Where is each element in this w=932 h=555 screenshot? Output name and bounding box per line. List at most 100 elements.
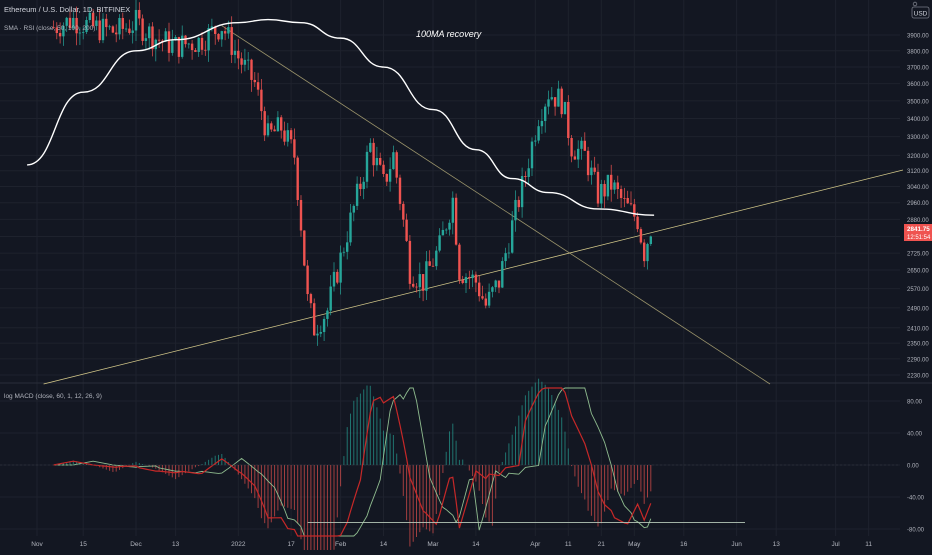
macd-tick-label: 80.00 — [907, 400, 923, 406]
falling-trendline — [221, 25, 771, 385]
candle-body — [484, 298, 487, 306]
candle-body — [329, 286, 332, 311]
candle-body — [537, 126, 540, 141]
candle-body — [590, 167, 593, 176]
candle-body — [372, 142, 375, 166]
candle-body — [616, 182, 619, 190]
candle-body — [227, 27, 230, 34]
candle-body — [266, 123, 270, 136]
candle-body — [395, 152, 398, 178]
time-tick-label: May — [628, 541, 641, 548]
candle-body — [237, 50, 240, 59]
candle-body — [398, 177, 402, 204]
candle-body — [530, 141, 534, 169]
candle-body — [273, 129, 276, 132]
price-tick-label: 3300.00 — [907, 135, 929, 141]
candle-body — [118, 18, 121, 35]
candle-body — [468, 277, 471, 279]
candle-body — [524, 176, 527, 177]
time-axis: Nov 15 Dec 13 2022 17 Feb 14 Mar 14 Apr 11 21 May 16 Ju… — [31, 541, 872, 548]
candle-body — [369, 142, 372, 152]
candle-body — [167, 31, 171, 53]
candle-body — [570, 138, 573, 157]
candle-body — [124, 28, 128, 30]
candle-body — [250, 59, 253, 80]
candle-body — [339, 252, 342, 283]
candle-body — [280, 117, 283, 131]
candle-body — [425, 261, 428, 291]
time-tick-label: Jun — [731, 541, 742, 548]
candle-body — [214, 26, 217, 34]
time-tick-label: 16 — [680, 541, 688, 548]
candle-body — [220, 31, 223, 40]
time-tick-label: 13 — [172, 541, 180, 548]
candle-body — [128, 28, 131, 33]
time-tick-label: Mar — [427, 541, 439, 548]
macd-legend[interactable]: log MACD (close, 60, 1, 12, 26, 9) — [4, 393, 102, 400]
candle-body — [200, 37, 204, 50]
candle-body — [461, 279, 464, 284]
candle-body — [511, 220, 514, 253]
candle-body — [144, 38, 148, 41]
trendlines — [43, 25, 904, 385]
candle-body — [415, 286, 418, 288]
symbol-title[interactable]: Ethereum / U.S. Dollar, 1D, BITFINEX — [4, 5, 130, 14]
candle-body — [626, 197, 629, 204]
candle-body — [217, 33, 220, 40]
candle-body — [240, 58, 243, 65]
candle-body — [194, 50, 197, 52]
candle-body — [501, 261, 504, 288]
candle-body — [451, 197, 454, 223]
candle-body — [392, 152, 395, 170]
countdown-timer: 12:51:54 — [907, 235, 931, 241]
candle-body — [619, 189, 623, 198]
candle-body — [385, 173, 388, 182]
candle-body — [560, 88, 563, 115]
candle-body — [174, 37, 177, 41]
candle-body — [346, 242, 349, 252]
candle-body — [105, 18, 108, 28]
candle-body — [121, 18, 124, 29]
candle-body — [428, 261, 431, 266]
candle-body — [332, 271, 336, 287]
candle-body — [197, 37, 200, 52]
time-tick-label: 15 — [80, 541, 88, 548]
candle-body — [286, 130, 289, 142]
price-tick-label: 3400.00 — [907, 117, 929, 123]
candle-body — [610, 174, 613, 190]
candle-body — [497, 280, 501, 288]
currency-badge[interactable]: USD — [911, 6, 930, 19]
candle-body — [349, 212, 352, 243]
candle-body — [577, 148, 580, 160]
time-tick-label: Dec — [130, 541, 142, 548]
candle-body — [276, 117, 280, 132]
indicator-legend[interactable]: SMA · RSI (close, 50, 100, 200) — [4, 25, 95, 32]
candle-body — [296, 157, 299, 200]
candle-body — [55, 27, 58, 34]
candle-body — [520, 176, 524, 208]
settings-gear-icon[interactable] — [912, 1, 918, 7]
candle-body — [322, 318, 326, 333]
candle-body — [223, 31, 227, 34]
candle-body — [111, 26, 115, 33]
time-tick-label: Jul — [831, 541, 840, 548]
candle-body — [210, 26, 214, 29]
macd-axis: 80.00 40.00 0.00 -40.00 -80.00 — [907, 400, 925, 534]
candle-body — [375, 157, 379, 166]
candle-body — [471, 274, 474, 279]
candle-body — [157, 39, 161, 41]
currency-label: USD — [914, 11, 928, 18]
candle-body — [580, 140, 583, 149]
candle-body — [131, 30, 134, 33]
candle-body — [421, 274, 425, 291]
candle-body — [646, 243, 649, 262]
candle-body — [58, 33, 62, 37]
price-tick-label: 3200.00 — [907, 154, 929, 160]
price-tick-label: 3600.00 — [907, 82, 929, 88]
candles — [52, 0, 652, 346]
candle-body — [412, 283, 415, 287]
candle-body — [464, 277, 468, 284]
candle-body — [603, 183, 606, 197]
